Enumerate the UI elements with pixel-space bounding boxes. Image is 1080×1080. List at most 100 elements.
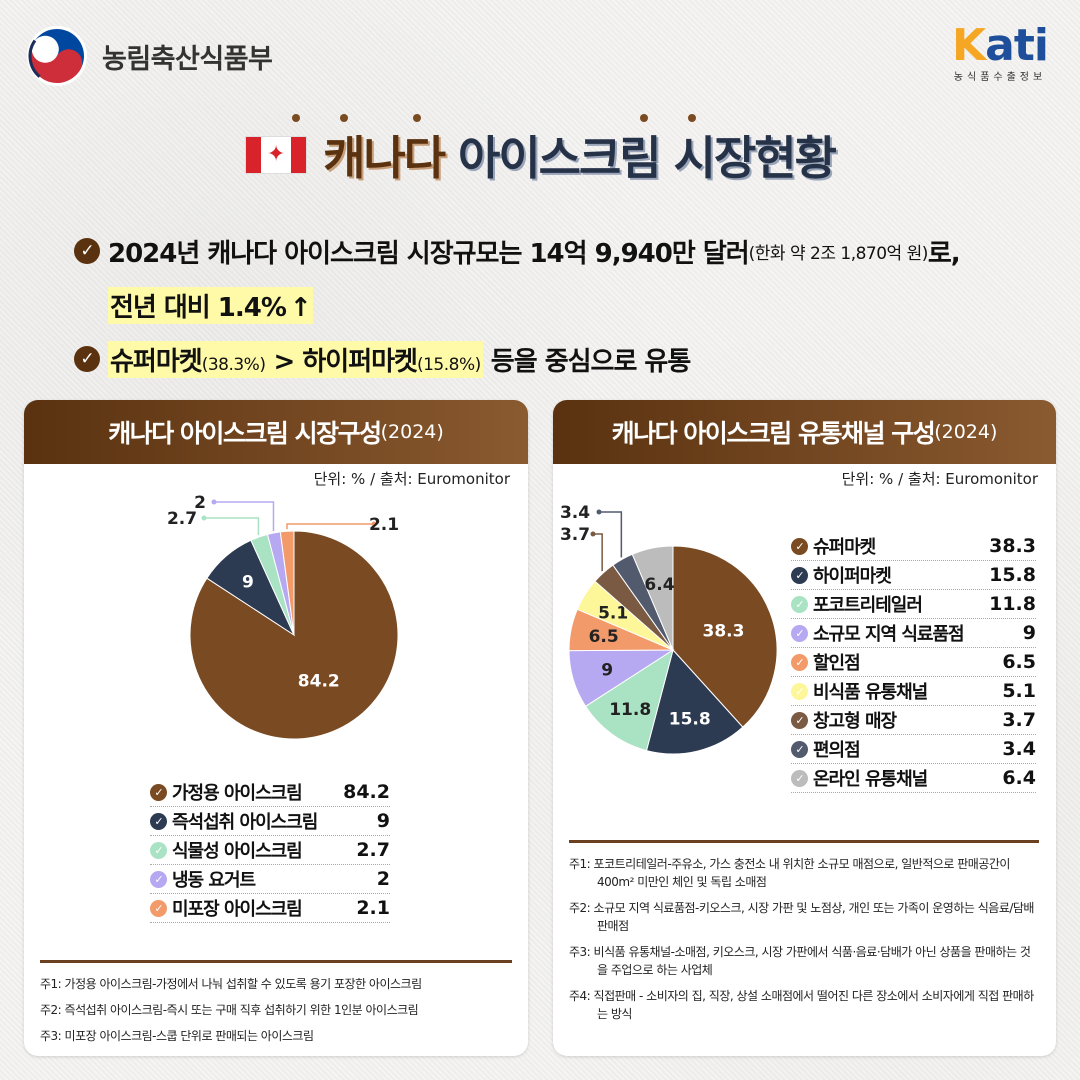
legend-item: ✓ 포코트리테일러 11.8 [791, 590, 1036, 619]
legend-label: 가정용 아이스크림 [172, 783, 303, 804]
right-panel-heading: 캐나다 아이스크림 유통채널 구성 (2024) [553, 400, 1056, 464]
legend-label: 편의점 [813, 740, 861, 761]
legend-label: 온라인 유통채널 [813, 769, 928, 790]
legend-item: ✓ 창고형 매장 3.7 [791, 706, 1036, 735]
legend-value: 11.8 [989, 593, 1036, 615]
legend-value: 84.2 [343, 781, 390, 803]
callout-line [599, 511, 623, 558]
summary-line-1-end: 로, [927, 238, 961, 269]
summary-line-2-main: 전년 대비 1.4% [110, 292, 287, 323]
legend-item: ✓ 편의점 3.4 [791, 735, 1036, 764]
legend-check-icon: ✓ [791, 537, 808, 555]
legend-check-icon: ✓ [791, 653, 808, 671]
legend-check-icon: ✓ [150, 783, 167, 801]
legend-label: 슈퍼마켓 [813, 537, 876, 558]
pie-data-label: 84.2 [298, 672, 340, 692]
pie-slice [189, 530, 399, 740]
callout-line [593, 533, 603, 572]
legend-label: 즉석섭취 아이스크림 [172, 812, 318, 833]
pie-data-label: 6.4 [644, 575, 674, 595]
pie-data-label: 11.8 [609, 700, 651, 720]
legend-item: ✓ 온라인 유통채널 6.4 [791, 764, 1036, 793]
pin-dot [292, 114, 300, 122]
legend-check-icon: ✓ [791, 624, 808, 642]
summary: ✓ 2024년 캐나다 아이스크림 시장규모는 14억 9,940만 달러 (한… [74, 230, 1064, 380]
legend-item: ✓ 냉동 요거트 2 [150, 865, 390, 894]
taegeuk-icon [27, 26, 87, 86]
callout-line [286, 523, 374, 530]
right-note-2: 주2: 소규모 지역 식료품점-키오스크, 시장 가판 및 노점상, 개인 또는… [569, 901, 1034, 933]
callout-dot [596, 509, 602, 515]
title-part-a: 캐나다 [323, 131, 446, 185]
legend-check-icon: ✓ [791, 740, 808, 758]
left-note-1: 주1: 가정용 아이스크림-가정에서 나눠 섭취할 수 있도록 용기 포장한 아… [40, 977, 422, 991]
summary-line-1-main: 2024년 캐나다 아이스크림 시장규모는 14억 9,940만 달러 [108, 238, 750, 269]
legend-item: ✓ 슈퍼마켓 38.3 [791, 532, 1036, 561]
pie-data-label: 3.4 [560, 503, 590, 523]
left-panel-year: (2024) [380, 421, 444, 443]
pie-slice [279, 530, 295, 636]
pie-data-label: 9 [601, 661, 613, 681]
callout-dot [201, 515, 207, 521]
legend-value: 2.7 [356, 839, 390, 861]
summary-line-1: ✓ 2024년 캐나다 아이스크림 시장규모는 14억 9,940만 달러 (한… [74, 230, 1064, 272]
market-composition-legend: ✓ 가정용 아이스크림 84.2 ✓ 즉석섭취 아이스크림 9 ✓ 식물성 아이스크림 2.7 ✓… [150, 778, 390, 923]
summary-line-2: 전년 대비 1.4% ↑ [74, 284, 1064, 326]
legend-item: ✓ 가정용 아이스크림 84.2 [150, 778, 390, 807]
right-note-1: 주1: 포코트리테일러-주유소, 가스 충전소 내 위치한 소규모 매점으로, … [569, 857, 1010, 889]
pie-slice [584, 648, 674, 752]
legend-label: 할인점 [813, 653, 861, 674]
pie-data-label: 15.8 [669, 710, 711, 730]
legend-label: 소규모 지역 식료품점 [813, 624, 965, 645]
legend-value: 3.4 [1002, 738, 1036, 760]
summary-line-3: ✓ 슈퍼마켓(38.3%) > 하이퍼마켓(15.8%) 등을 중심으로 유통 [74, 338, 1064, 380]
summary-line-3-gt: > [265, 346, 303, 377]
right-note-4: 주4: 직접판매 - 소비자의 집, 직장, 상설 소매점에서 떨어진 다른 장… [569, 989, 1034, 1021]
legend-label: 포코트리테일러 [813, 595, 923, 616]
legend-item: ✓ 식물성 아이스크림 2.7 [150, 836, 390, 865]
canada-flag-icon: ✦ [245, 136, 308, 174]
ministry-name: 농림축산식품부 [102, 43, 273, 75]
left-notes: 주1: 가정용 아이스크림-가정에서 나눠 섭취할 수 있도록 용기 포장한 아… [40, 960, 512, 1053]
right-note-3: 주3: 비식품 유통채널-소매점, 키오스크, 시장 가판에서 식품·음료·담배… [569, 945, 1031, 977]
legend-label: 비식품 유통채널 [813, 682, 928, 703]
legend-item: ✓ 즉석섭취 아이스크림 9 [150, 807, 390, 836]
summary-line-3-a-small: (38.3%) [201, 354, 266, 375]
legend-check-icon: ✓ [791, 566, 808, 584]
legend-value: 38.3 [989, 535, 1036, 557]
pie-data-label: 38.3 [702, 622, 744, 642]
callout-dot [371, 521, 377, 527]
summary-line-3-end: 등을 중심으로 유통 [482, 346, 691, 377]
legend-value: 3.7 [1002, 709, 1036, 731]
check-icon: ✓ [74, 238, 100, 264]
kati-logo-ati: ati [985, 20, 1049, 71]
kati-logo: Kati 농식품수출정보 [944, 20, 1056, 84]
legend-check-icon: ✓ [150, 812, 167, 830]
legend-item: ✓ 할인점 6.5 [791, 648, 1036, 677]
title-part-b: 아이스크림 시장현황 [458, 131, 837, 185]
callout-dot [211, 499, 217, 505]
market-composition-pie-chart: 84.2 9 2.72 2.1 [167, 493, 399, 740]
summary-line-3-a: 슈퍼마켓 [110, 346, 203, 377]
up-arrow-icon: ↑ [289, 292, 312, 323]
distribution-channel-pie-chart: 38.3 15.8 11.8 9 6.5 5.1 3.73.4 6.4 [560, 503, 778, 755]
legend-value: 6.5 [1002, 651, 1036, 673]
pie-data-label: 9 [242, 572, 254, 592]
pie-slice [631, 545, 674, 651]
legend-check-icon: ✓ [791, 769, 808, 787]
left-note-3: 주3: 미포장 아이스크림-스쿱 단위로 판매되는 아이스크림 [40, 1029, 314, 1043]
legend-label: 식물성 아이스크림 [172, 841, 303, 862]
legend-check-icon: ✓ [791, 682, 808, 700]
callout-line [204, 517, 260, 536]
legend-value: 9 [1022, 622, 1036, 644]
legend-label: 하이퍼마켓 [813, 566, 892, 587]
legend-value: 15.8 [989, 564, 1036, 586]
pie-data-label: 5.1 [598, 603, 628, 623]
check-icon: ✓ [74, 346, 100, 372]
pie-slice [672, 545, 778, 728]
legend-check-icon: ✓ [150, 841, 167, 859]
left-panel-heading: 캐나다 아이스크림 시장구성 (2024) [24, 400, 528, 464]
pie-data-label: 2.7 [167, 509, 197, 529]
legend-label: 창고형 매장 [813, 711, 897, 732]
right-notes: 주1: 포코트리테일러-주유소, 가스 충전소 내 위치한 소규모 매점으로, … [569, 840, 1039, 1031]
